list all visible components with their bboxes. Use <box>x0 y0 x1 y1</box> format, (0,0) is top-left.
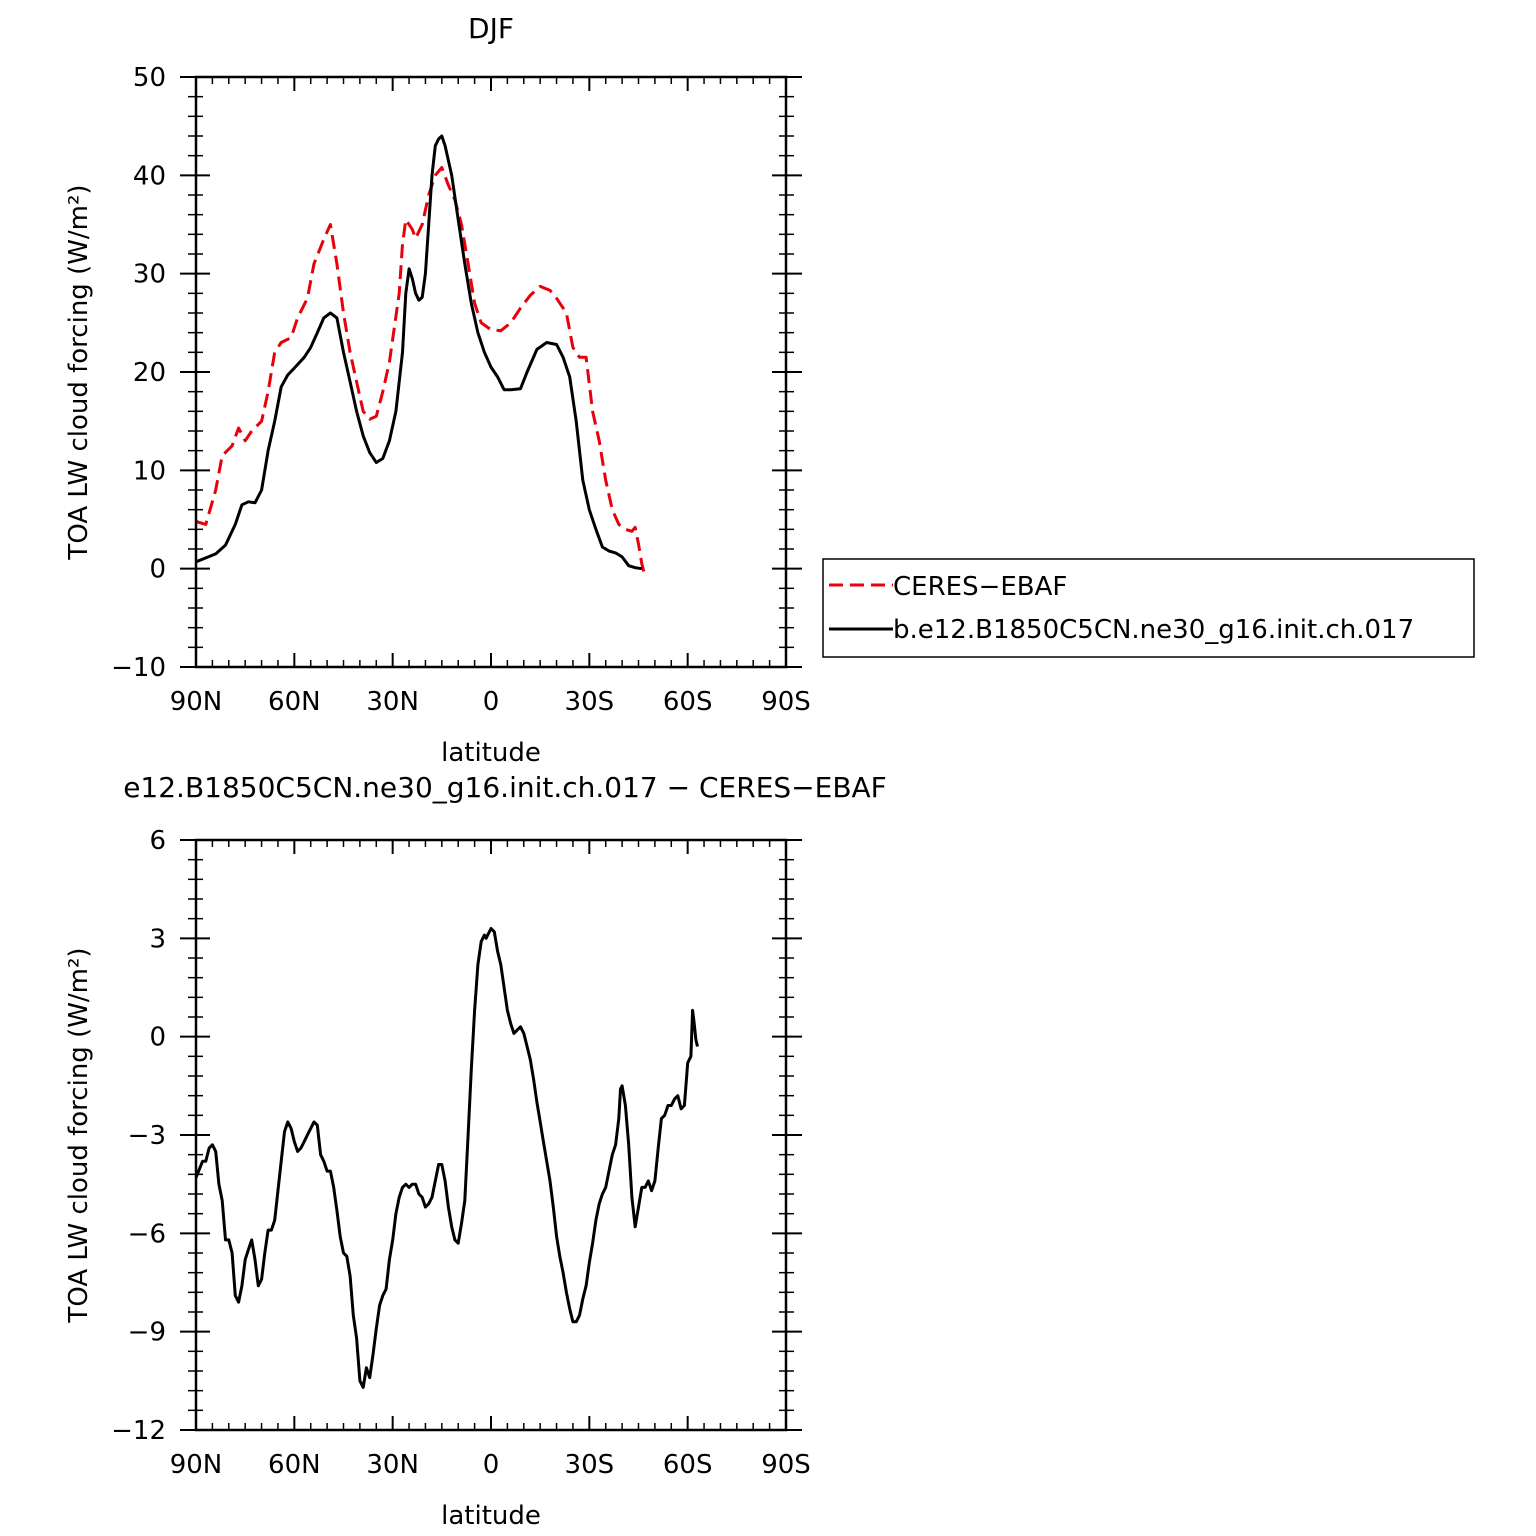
x-tick-label: 90N <box>170 687 223 717</box>
x-tick-label: 90S <box>761 1450 811 1480</box>
x-tick-label: 30N <box>366 687 419 717</box>
x-tick-label: 30S <box>565 687 615 717</box>
plot-frame <box>194 75 788 669</box>
x-tick-label: 0 <box>483 1450 500 1480</box>
series-lines <box>195 134 647 577</box>
axis-ticks: 90N 60N 30N 0 30S 60S 90S −10 0 10 20 30 40 50 <box>111 63 811 717</box>
legend: CERES−EBAF b.e12.B1850C5CN.ne30_g16.init… <box>822 558 1475 658</box>
legend-label-ceres: CERES−EBAF <box>893 572 1067 602</box>
x-tick-label: 30N <box>366 1450 419 1480</box>
x-tick-label: 60S <box>663 1450 713 1480</box>
y-tick-label: −3 <box>128 1121 166 1151</box>
x-tick-label: 60N <box>268 687 321 717</box>
series-lines <box>194 927 699 1389</box>
series-line-0 <box>195 166 647 577</box>
chart-title: DJF <box>468 12 514 45</box>
x-tick-label: 90S <box>761 687 811 717</box>
y-tick-label: −9 <box>128 1318 166 1348</box>
series-line-0 <box>194 927 699 1389</box>
x-tick-label: 60S <box>663 687 713 717</box>
y-tick-label: −6 <box>128 1219 166 1249</box>
y-tick-label: −10 <box>111 653 166 683</box>
y-tick-label: −12 <box>111 1416 166 1446</box>
bottom-chart: e12.B1850C5CN.ne30_g16.init.ch.017 − CER… <box>64 771 887 1531</box>
y-tick-label: 50 <box>133 63 166 93</box>
series-line-1 <box>195 134 643 571</box>
plot-frame <box>194 838 788 1432</box>
y-axis-label: TOA LW cloud forcing (W/m²) <box>64 184 94 560</box>
legend-frame <box>822 558 1475 658</box>
x-axis-label: latitude <box>441 1501 541 1531</box>
chart-title: e12.B1850C5CN.ne30_g16.init.ch.017 − CER… <box>123 771 887 804</box>
y-tick-label: 6 <box>149 826 166 856</box>
y-tick-label: 30 <box>133 260 166 290</box>
x-tick-label: 0 <box>483 687 500 717</box>
y-axis-label: TOA LW cloud forcing (W/m²) <box>64 947 94 1323</box>
x-tick-label: 30S <box>565 1450 615 1480</box>
axis-ticks: 90N 60N 30N 0 30S 60S 90S −12 −9 −6 −3 0 3 6 <box>111 826 811 1480</box>
x-axis-label: latitude <box>441 738 541 768</box>
x-tick-label: 90N <box>170 1450 223 1480</box>
y-tick-label: 10 <box>133 456 166 486</box>
y-tick-label: 40 <box>133 161 166 191</box>
y-tick-label: 3 <box>149 924 166 954</box>
y-tick-label: 20 <box>133 358 166 388</box>
y-tick-label: 0 <box>149 555 166 585</box>
top-chart: DJF latitude TOA LW cloud forcing (W/m²)… <box>64 12 811 768</box>
y-tick-label: 0 <box>149 1023 166 1053</box>
x-tick-label: 60N <box>268 1450 321 1480</box>
legend-label-model: b.e12.B1850C5CN.ne30_g16.init.ch.017 <box>893 615 1414 645</box>
